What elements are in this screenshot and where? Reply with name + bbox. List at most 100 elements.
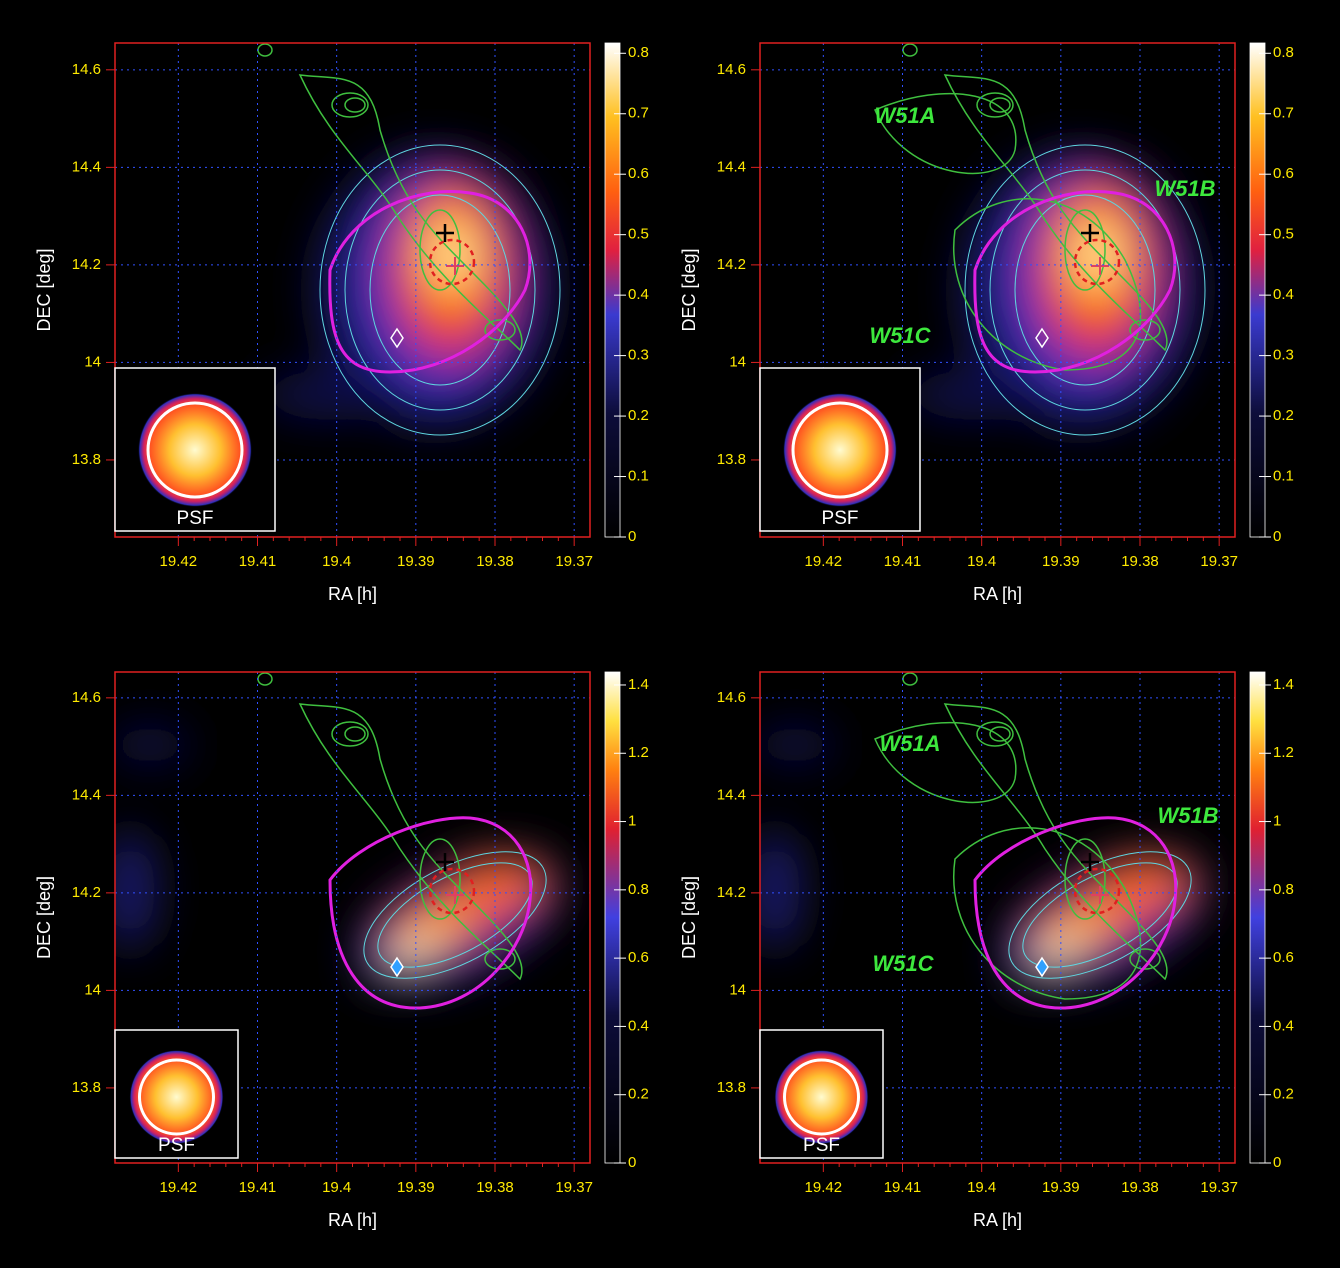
y-tick-label: 14.2 bbox=[717, 256, 746, 273]
colorbar-tick-label: 0.4 bbox=[628, 286, 649, 303]
frame bbox=[114, 671, 591, 1164]
colorbar-tick-label: 0.8 bbox=[1273, 881, 1294, 898]
magenta-contour bbox=[328, 816, 533, 1010]
dashed-circle bbox=[1073, 238, 1121, 286]
emission bbox=[760, 725, 1208, 989]
black-cross bbox=[436, 224, 454, 242]
colorbar-tick-label: 0.1 bbox=[628, 468, 649, 485]
annotation: W51C bbox=[872, 951, 934, 976]
colorbar-tick-label: 0.1 bbox=[1273, 468, 1294, 485]
x-tick-label: 19.41 bbox=[884, 553, 922, 570]
blob bbox=[388, 932, 432, 968]
y-tick-label: 14.6 bbox=[72, 61, 101, 78]
x-tick-label: 19.39 bbox=[397, 553, 435, 570]
psf-label: PSF bbox=[158, 1135, 195, 1156]
contour bbox=[943, 74, 1168, 352]
y-tick-label: 14.2 bbox=[72, 256, 101, 273]
psf-label: PSF bbox=[822, 508, 859, 529]
colorbar-tick-label: 0 bbox=[1273, 528, 1281, 545]
colorbar-tick-label: 0.4 bbox=[1273, 1017, 1294, 1034]
colorbar-tick-label: 1.2 bbox=[1273, 744, 1294, 761]
x-tick-label: 19.42 bbox=[160, 1179, 198, 1196]
x-tick-label: 19.38 bbox=[476, 1179, 514, 1196]
red-cross bbox=[446, 886, 464, 904]
psf-glow bbox=[774, 1050, 869, 1144]
x-tick-label: 19.4 bbox=[322, 553, 351, 570]
contour bbox=[419, 838, 461, 920]
colorbar-tick-label: 0.6 bbox=[628, 949, 649, 966]
red-cross bbox=[1091, 257, 1109, 275]
cyan-contours bbox=[319, 144, 561, 436]
blob bbox=[1033, 932, 1077, 968]
cyan-contours bbox=[964, 144, 1206, 436]
diamond bbox=[390, 956, 404, 978]
x-tick-label: 19.41 bbox=[884, 1179, 922, 1196]
x-tick-label: 19.37 bbox=[1200, 1179, 1238, 1196]
blob bbox=[760, 725, 835, 765]
psf-label: PSF bbox=[803, 1135, 840, 1156]
colorbar-tick-label: 0.2 bbox=[1273, 1086, 1294, 1103]
colorbar-tick-label: 0.3 bbox=[628, 347, 649, 364]
psf-glow bbox=[129, 1050, 224, 1144]
dashed-circle bbox=[428, 238, 476, 286]
contour bbox=[989, 97, 1011, 113]
x-tick-label: 19.4 bbox=[967, 553, 996, 570]
emission bbox=[260, 150, 555, 430]
y-tick-label: 13.8 bbox=[717, 451, 746, 468]
contour bbox=[1129, 319, 1161, 341]
contour bbox=[874, 721, 1017, 804]
colorbar-tick-label: 1.2 bbox=[628, 744, 649, 761]
annotation: W51A bbox=[879, 731, 940, 756]
x-tick-label: 19.39 bbox=[1042, 553, 1080, 570]
diamond bbox=[1035, 956, 1049, 978]
blob bbox=[115, 830, 155, 950]
blob bbox=[455, 863, 545, 907]
contour bbox=[319, 144, 561, 436]
green-contours bbox=[874, 43, 1168, 371]
contour bbox=[369, 194, 511, 386]
panel: 19.42 19.41 19.4 19.39 19.38 19.37 13.8 14 14.2 1… bbox=[34, 42, 649, 604]
y-tick-label: 14.4 bbox=[72, 158, 101, 175]
y-tick-label: 14.6 bbox=[72, 689, 101, 706]
psf-ring bbox=[138, 1058, 215, 1136]
psf-glow bbox=[138, 393, 252, 507]
x-tick-label: 19.38 bbox=[1121, 1179, 1159, 1196]
contour bbox=[331, 92, 369, 118]
y-tick-label: 14.6 bbox=[717, 61, 746, 78]
y-tick-label: 14.6 bbox=[717, 689, 746, 706]
psf-ring bbox=[791, 401, 889, 499]
colorbar-tick-label: 0.6 bbox=[1273, 165, 1294, 182]
black-cross bbox=[1081, 853, 1099, 871]
annotation: W51B bbox=[1154, 176, 1215, 201]
magenta-contour bbox=[973, 816, 1178, 1010]
colorbar bbox=[604, 42, 621, 538]
colorbar-tick-label: 0.6 bbox=[1273, 949, 1294, 966]
colorbar-tick-label: 0 bbox=[628, 528, 636, 545]
colorbar-tick-label: 0.3 bbox=[1273, 347, 1294, 364]
x-tick-label: 19.38 bbox=[476, 553, 514, 570]
colorbar-tick-label: 1.4 bbox=[628, 676, 649, 693]
red-cross bbox=[446, 257, 464, 275]
contour bbox=[964, 144, 1206, 436]
colorbar-tick-label: 0.8 bbox=[1273, 44, 1294, 61]
colorbar-tick-label: 0 bbox=[628, 1154, 636, 1171]
y-tick-label: 14.4 bbox=[72, 786, 101, 803]
x-tick-label: 19.38 bbox=[1121, 553, 1159, 570]
contour bbox=[298, 74, 523, 352]
contour bbox=[953, 198, 1142, 371]
colorbar-tick-label: 0.8 bbox=[628, 881, 649, 898]
y-tick-label: 13.8 bbox=[72, 1079, 101, 1096]
annotation: W51C bbox=[869, 323, 931, 348]
magenta-contour bbox=[328, 190, 532, 374]
diamond bbox=[1035, 327, 1049, 349]
contour bbox=[298, 703, 523, 981]
colorbar-tick-label: 0.4 bbox=[1273, 286, 1294, 303]
psf-ring bbox=[146, 401, 244, 499]
x-tick-label: 19.37 bbox=[555, 1179, 593, 1196]
blob bbox=[760, 830, 800, 950]
colorbar bbox=[1249, 42, 1266, 538]
x-tick-label: 19.4 bbox=[967, 1179, 996, 1196]
x-tick-label: 19.42 bbox=[805, 553, 843, 570]
x-tick-label: 19.39 bbox=[1042, 1179, 1080, 1196]
